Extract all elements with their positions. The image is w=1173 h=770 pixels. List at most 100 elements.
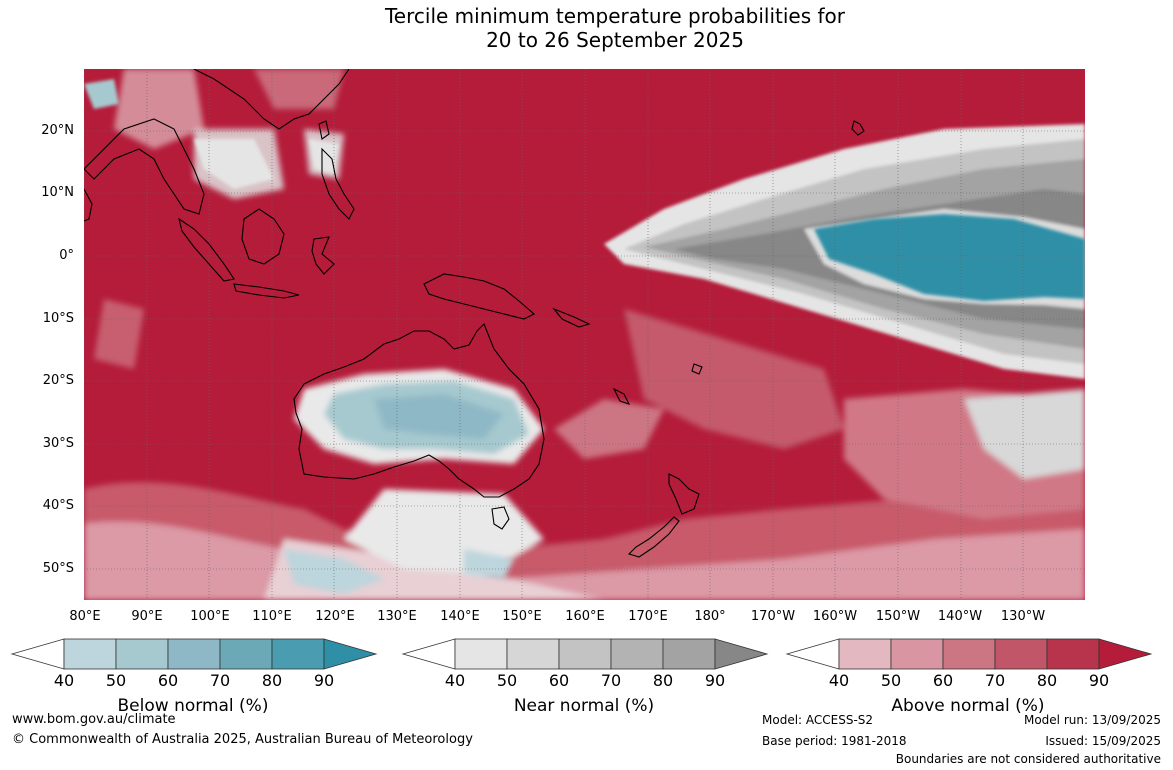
title-line-2: 20 to 26 September 2025 [486,28,744,52]
near-tick-90: 90 [704,671,726,690]
below-tick-90: 90 [313,671,335,690]
se-asia-outline [84,118,205,215]
above-swatch-80-90 [1046,638,1100,670]
below-tick-40: 40 [53,671,75,690]
near-tick-50: 50 [496,671,518,690]
philippines-outline [321,147,355,220]
taiwan-outline [318,120,330,140]
lat-label-10n: 10°N [41,185,74,200]
lon-label-140w: 140°W [937,609,983,624]
title-line-1: Tercile minimum temperature probabilitie… [384,4,846,28]
lon-label-160e: 160°E [565,609,605,624]
above-normal-colorbar [785,638,1153,670]
probability-map [84,69,1085,600]
sumatra-outline [178,217,235,282]
near-normal-colorbar [401,638,769,670]
graticule [84,69,1085,600]
lon-label-140e: 140°E [440,609,480,624]
below-swatch-80-90 [271,638,325,670]
lat-label-50s: 50°S [42,561,74,576]
footer-disclaimer: Boundaries are not considered authoritat… [895,752,1161,766]
below-swatch-under [10,638,65,670]
tasmania-outline [491,506,510,530]
lon-label-160w: 160°W [812,609,858,624]
near-swatch-60-70 [558,638,612,670]
west-edge-outline [84,188,93,222]
below-normal-pacific [814,214,1085,301]
below-swatch-40-50 [63,638,117,670]
above-swatch-60-70 [942,638,996,670]
solomon-outline [552,307,591,328]
near-tick-80: 80 [652,671,674,690]
new-guinea-outline [423,273,535,320]
lat-label-40s: 40°S [42,498,74,513]
near-normal-label: Near normal (%) [513,696,655,716]
below-normal-colorbar [10,638,378,670]
lon-label-130e: 130°E [377,609,417,624]
near-swatch-50-60 [506,638,560,670]
above-swatch-under [785,638,840,670]
near-swatch-70-80 [610,638,664,670]
near-tick-60: 60 [548,671,570,690]
lon-label-100e: 100°E [190,609,230,624]
lat-label-30s: 30°S [42,436,74,451]
lon-label-90e: 90°E [131,609,163,624]
nz-south-outline [627,516,680,558]
lon-label-150e: 150°E [502,609,542,624]
above-tick-60: 60 [932,671,954,690]
above-swatch-over [1098,638,1153,670]
near-normal-asia [84,79,339,189]
above-swatch-40-50 [838,638,892,670]
footer-model: Model: ACCESS-S2 [762,713,874,727]
china-coast-outline [193,69,350,130]
footer-url: www.bom.gov.au/climate [12,712,176,727]
above-tick-70: 70 [984,671,1006,690]
lon-label-150w: 150°W [875,609,921,624]
below-swatch-over [323,638,378,670]
footer-copyright: © Commonwealth of Australia 2025, Austra… [12,732,473,747]
below-tick-80: 80 [261,671,283,690]
footer-base-period: Base period: 1981-2018 [762,734,907,748]
below-tick-70: 70 [209,671,231,690]
lat-label-20s: 20°S [42,373,74,388]
below-swatch-70-80 [219,638,273,670]
chart-title: Tercile minimum temperature probabilitie… [0,4,1173,52]
footer-model-run: Model run: 13/09/2025 [1023,713,1161,727]
above-swatch-70-80 [994,638,1048,670]
lon-label-80e: 80°E [69,609,101,624]
lon-label-120e: 120°E [315,609,355,624]
lon-label-180: 180° [694,609,726,624]
lon-label-110e: 110°E [252,609,292,624]
map-svg [84,69,1085,600]
near-swatch-under [401,638,456,670]
below-tick-60: 60 [157,671,179,690]
lat-label-10s: 10°S [42,311,74,326]
lat-label-20n: 20°N [41,123,74,138]
hawaii-outline [851,120,865,136]
new-caledonia-outline [612,387,631,405]
australia-outline [293,323,545,498]
below-normal-australia [284,369,544,594]
near-tick-70: 70 [600,671,622,690]
sulawesi-outline [311,236,335,275]
above-tick-40: 40 [828,671,850,690]
near-swatch-over [714,638,769,670]
above-tick-90: 90 [1088,671,1110,690]
near-tick-40: 40 [444,671,466,690]
below-tick-50: 50 [105,671,127,690]
lon-label-170w: 170°W [750,609,796,624]
lon-label-170e: 170°E [628,609,668,624]
fiji-outline [691,363,703,375]
nz-north-outline [668,473,700,515]
borneo-outline [241,208,285,265]
java-outline [233,283,300,299]
below-normal-label: Below normal (%) [117,696,269,716]
below-swatch-50-60 [115,638,169,670]
above-swatch-50-60 [890,638,944,670]
lon-label-130w: 130°W [1000,609,1046,624]
above-tick-80: 80 [1036,671,1058,690]
lat-label-0: 0° [59,248,74,263]
footer-issued: Issued: 15/09/2025 [1045,734,1161,748]
above-normal-label: Above normal (%) [891,696,1045,716]
coastlines [84,69,865,558]
